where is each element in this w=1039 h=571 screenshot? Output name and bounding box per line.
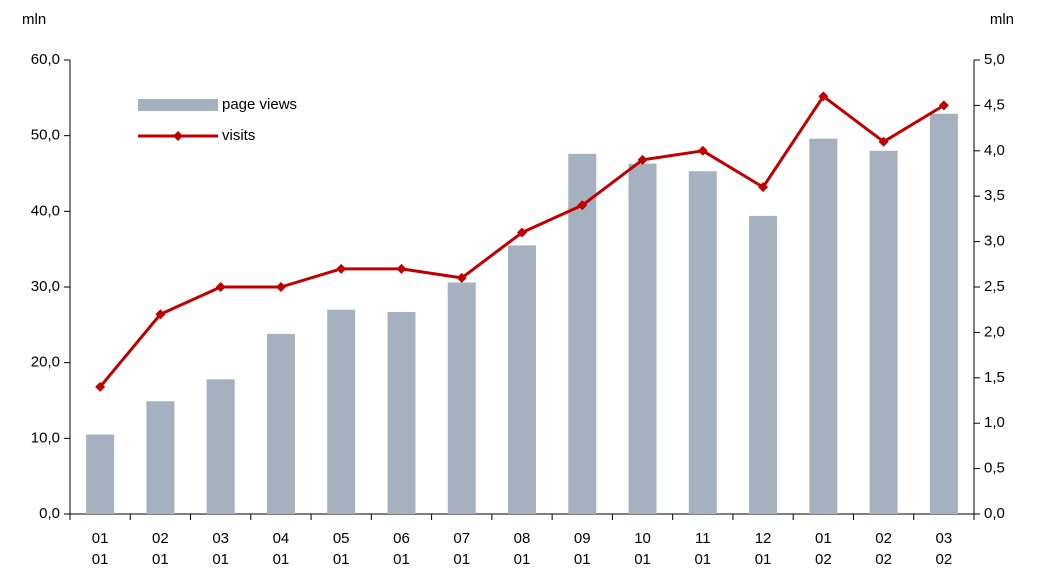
x-tick-label: 11 [695,530,711,547]
marker [517,227,527,238]
y-tick-label: 60,0 [31,51,60,68]
y-tick-label: 10,0 [31,429,60,446]
x-tick-label: 01 [333,551,350,568]
y2-tick-label: 2,0 [984,323,1005,340]
x-tick-label: 08 [514,530,531,547]
legend-marker [173,131,183,141]
x-tick-label: 01 [634,551,651,568]
y2-tick-label: 1,5 [984,369,1005,386]
x-tick-label: 02 [875,530,892,547]
y2-tick-label: 3,0 [984,233,1005,250]
y-tick-label: 0,0 [39,505,60,522]
bar [86,434,115,514]
marker [336,263,347,274]
y2-tick-label: 4,0 [984,142,1005,159]
x-tick-label: 01 [92,530,109,547]
bar [688,171,717,515]
bar [628,163,657,514]
bar [447,282,476,514]
legend-swatch [138,99,218,111]
marker [938,100,949,111]
x-tick-label: 01 [273,551,290,568]
x-tick-label: 01 [212,551,229,568]
x-tick-label: 01 [514,551,531,568]
marker [637,154,648,165]
x-tick-label: 12 [755,530,772,547]
x-tick-label: 10 [634,530,651,547]
bar [327,309,356,514]
x-tick-label: 05 [333,530,350,547]
x-tick-label: 01 [815,530,832,547]
x-tick-label: 04 [273,530,290,547]
x-tick-label: 07 [453,530,470,547]
x-tick-label: 01 [393,551,410,568]
bar [749,215,778,514]
x-tick-label: 01 [92,551,109,568]
x-tick-label: 01 [755,551,772,568]
legend-label: visits [222,127,255,144]
marker [758,182,769,193]
marker [396,263,407,274]
legend-label: page views [222,96,297,113]
y2-tick-label: 1,0 [984,414,1005,431]
y-axis-label: mln [22,11,46,28]
y2-axis-label: mln [990,11,1014,28]
y2-tick-label: 0,5 [984,460,1005,477]
marker [95,381,106,392]
x-tick-label: 09 [574,530,591,547]
x-tick-label: 06 [393,530,410,547]
marker [577,200,588,211]
y2-tick-label: 3,5 [984,187,1005,204]
marker [697,145,708,156]
marker [818,91,829,102]
x-tick-label: 02 [815,551,832,568]
marker [215,282,226,292]
bar [508,245,536,514]
x-tick-label: 01 [694,551,711,568]
x-tick-label: 03 [936,530,953,547]
bar [266,333,295,514]
bar [929,113,958,515]
x-tick-label: 01 [453,551,470,568]
bar [387,311,416,514]
marker [878,136,889,147]
bar [568,153,597,514]
marker [275,282,286,292]
y-tick-label: 40,0 [31,202,60,219]
x-tick-label: 02 [875,551,892,568]
x-tick-label: 03 [212,530,229,547]
marker [155,309,166,320]
bar [869,150,898,515]
y2-tick-label: 5,0 [984,51,1005,68]
y-tick-label: 30,0 [31,278,60,295]
bar [206,379,235,514]
y2-tick-label: 4,5 [984,96,1005,113]
x-tick-label: 02 [152,530,169,547]
x-tick-label: 01 [574,551,591,568]
x-tick-label: 01 [152,551,169,568]
y2-tick-label: 2,5 [984,278,1005,295]
x-tick-label: 02 [936,551,953,568]
y-tick-label: 50,0 [31,127,60,144]
bar [146,401,175,514]
y-tick-label: 20,0 [31,354,60,371]
y2-tick-label: 0,0 [984,505,1005,522]
bar [809,138,838,514]
marker [456,272,467,283]
